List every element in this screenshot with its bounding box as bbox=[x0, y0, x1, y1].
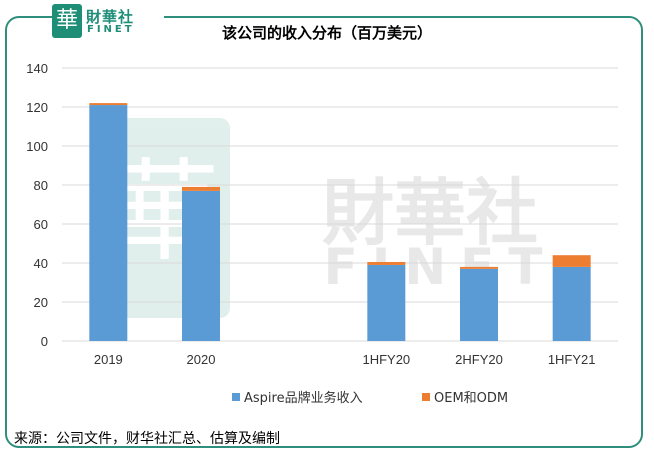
bar-aspire bbox=[552, 266, 591, 341]
bar-oem-odm bbox=[89, 103, 128, 106]
bar-aspire bbox=[367, 264, 406, 341]
y-tick-label: 40 bbox=[34, 256, 48, 271]
logo-name-en: FINET bbox=[87, 24, 135, 35]
bar-oem-odm bbox=[552, 255, 591, 267]
y-tick-label: 80 bbox=[34, 178, 48, 193]
legend-label: Aspire品牌业务收入 bbox=[244, 390, 363, 406]
y-tick-label: 60 bbox=[34, 217, 48, 232]
x-tick-label: 1HFY20 bbox=[362, 352, 410, 367]
bar-oem-odm bbox=[367, 262, 406, 265]
y-tick-label: 0 bbox=[41, 334, 48, 349]
grid-lines bbox=[62, 67, 618, 342]
x-tick-label: 1HFY21 bbox=[548, 352, 596, 367]
logo-name-cn: 財華社 bbox=[86, 8, 135, 26]
bar-oem-odm bbox=[182, 186, 220, 191]
logo-seal-icon: 華 bbox=[52, 4, 82, 38]
bar-aspire bbox=[460, 268, 498, 341]
bar-oem-odm bbox=[460, 266, 498, 269]
x-tick-label: 2HFY20 bbox=[455, 352, 503, 367]
legend-swatch bbox=[232, 393, 240, 401]
x-axis-ticks: 2019 2020 1HFY20 2HFY20 1HFY21 bbox=[94, 352, 596, 367]
bars bbox=[89, 103, 591, 341]
y-tick-label: 120 bbox=[26, 100, 48, 115]
chart-title: 该公司的收入分布（百万美元） bbox=[221, 24, 432, 42]
legend-swatch bbox=[422, 393, 430, 401]
bar-aspire bbox=[89, 105, 128, 341]
y-tick-label: 100 bbox=[26, 139, 48, 154]
legend: Aspire品牌业务收入 OEM和ODM bbox=[232, 390, 508, 406]
y-axis-ticks: 0 20 40 60 80 100 120 140 bbox=[26, 61, 48, 349]
legend-label: OEM和ODM bbox=[434, 391, 508, 406]
source-note: 来源：公司文件，财华社汇总、估算及编制 bbox=[14, 431, 280, 447]
finet-logo: 華 財華社 FINET bbox=[52, 4, 164, 38]
y-tick-label: 20 bbox=[34, 295, 48, 310]
y-tick-label: 140 bbox=[26, 61, 48, 76]
x-tick-label: 2019 bbox=[94, 352, 123, 367]
bar-aspire bbox=[182, 190, 220, 341]
x-tick-label: 2020 bbox=[187, 352, 216, 367]
watermark-name-en: FINET bbox=[324, 238, 557, 296]
